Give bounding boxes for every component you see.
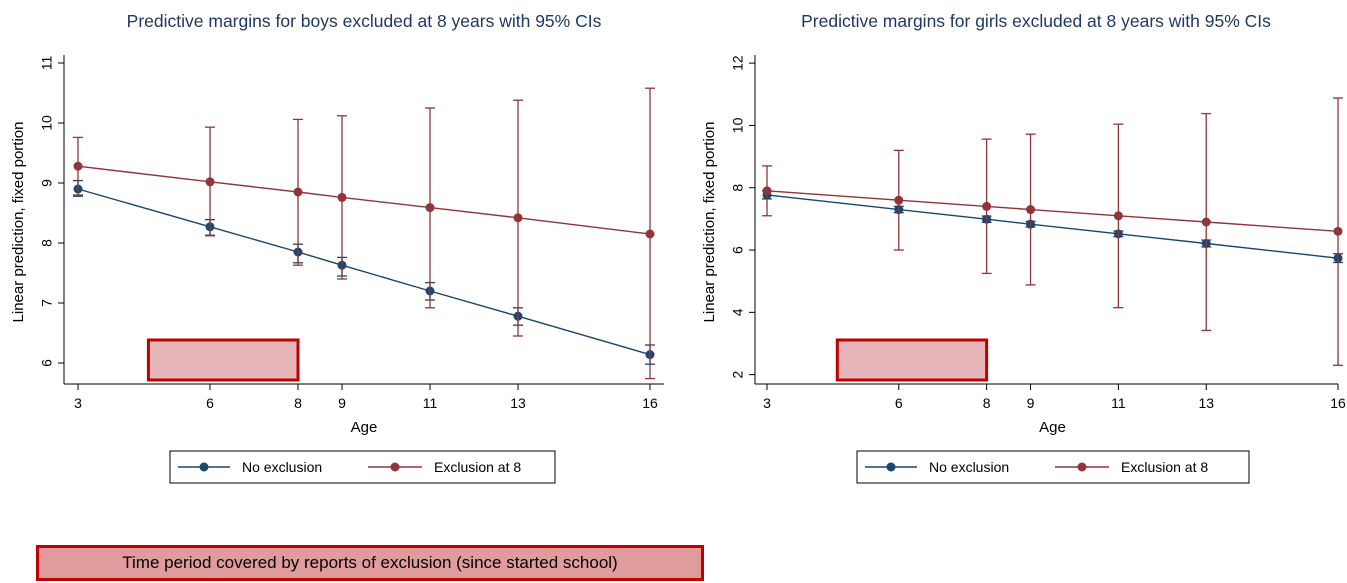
girls-x-tick-label: 13 — [1198, 395, 1214, 411]
girls-exclusion-at-8-point — [1333, 226, 1343, 236]
girls-exclusion-at-8-line — [766, 190, 1339, 233]
boys-legend-no-exclusion-swatch-marker — [199, 462, 209, 472]
chart-boys: Predictive margins for boys excluded at … — [0, 0, 672, 500]
boys-exclusion-at-8-line — [77, 165, 651, 235]
boys-legend-no-exclusion-label: No exclusion — [242, 459, 322, 475]
boys-chart-title: Predictive margins for boys excluded at … — [127, 11, 602, 31]
boys-x-tick-label: 6 — [206, 395, 214, 411]
boys-x-axis-title: Age — [351, 419, 378, 436]
exclusion-period-note-text: Time period covered by reports of exclus… — [122, 553, 618, 572]
girls-x-tick-label: 11 — [1111, 395, 1126, 411]
girls-chart-title: Predictive margins for girls excluded at… — [801, 11, 1271, 31]
boys-y-tick-label: 6 — [39, 359, 55, 367]
boys-y-axis-title: Linear prediction, fixed portion — [10, 122, 27, 323]
boys-y-tick-label: 10 — [39, 115, 55, 131]
girls-exclusion-at-8-point — [982, 201, 992, 211]
boys-x-tick-label: 8 — [294, 395, 302, 411]
boys-x-tick-label: 3 — [74, 395, 82, 411]
boys-no-exclusion-line — [77, 188, 651, 356]
boys-y-tick-label: 8 — [39, 239, 55, 247]
girls-y-tick-label: 6 — [730, 246, 746, 254]
girls-x-tick-label: 9 — [1027, 395, 1035, 411]
boys-exclusion-at-8-point — [645, 229, 655, 239]
girls-x-axis-title: Age — [1039, 419, 1066, 436]
boys-x-tick-label: 16 — [642, 395, 658, 411]
boys-exclusion-at-8-point — [337, 192, 347, 202]
girls-y-tick-label: 2 — [730, 371, 746, 379]
boys-exclusion-at-8-point — [205, 177, 215, 187]
girls-legend-no-exclusion-label: No exclusion — [929, 459, 1009, 475]
girls-y-tick-label: 4 — [730, 308, 746, 316]
boys-exclusion-at-8-point — [513, 213, 523, 223]
girls-y-tick-label: 8 — [730, 184, 746, 192]
chart-girls: Predictive margins for girls excluded at… — [672, 0, 1347, 500]
girls-exclusion-at-8-point — [1201, 217, 1211, 227]
boys-legend — [169, 450, 556, 484]
girls-legend-no-exclusion-swatch-marker — [886, 462, 896, 472]
boys-x-tick-label: 13 — [510, 395, 526, 411]
girls-x-tick-label: 16 — [1330, 395, 1346, 411]
girls-x-tick-label: 8 — [983, 395, 991, 411]
girls-exclusion-at-8-point — [894, 195, 904, 205]
girls-legend-exclusion-at-8-swatch-marker — [1077, 462, 1087, 472]
girls-legend-exclusion-at-8-label: Exclusion at 8 — [1121, 459, 1208, 475]
boys-exclusion-at-8-point — [293, 187, 303, 197]
girls-y-tick-label: 12 — [730, 55, 746, 71]
exclusion-period-note: Time period covered by reports of exclus… — [36, 545, 704, 581]
boys-legend-exclusion-at-8-swatch-marker — [390, 462, 400, 472]
boys-legend-exclusion-at-8-label: Exclusion at 8 — [434, 459, 521, 475]
girls-legend — [856, 450, 1250, 484]
girls-y-axis-title: Linear prediction, fixed portion — [701, 122, 718, 323]
boys-y-tick-label: 11 — [39, 56, 55, 71]
boys-exclusion-at-8-point — [73, 161, 83, 171]
boys-x-tick-label: 9 — [338, 395, 346, 411]
girls-exclusion-at-8-point — [1026, 205, 1036, 215]
girls-x-tick-label: 3 — [763, 395, 771, 411]
girls-no-exclusion-line — [766, 194, 1339, 259]
girls-exclusion-at-8-point — [1113, 211, 1123, 221]
girls-exclusion-at-8-point — [762, 186, 772, 196]
boys-x-tick-label: 11 — [423, 395, 438, 411]
boys-y-tick-label: 7 — [39, 299, 55, 307]
boys-exclusion-at-8-point — [425, 203, 435, 213]
chart-girls-svg: Predictive margins for girls excluded at… — [701, 11, 1346, 484]
boys-exclusion-period-box — [146, 338, 300, 382]
girls-exclusion-period-box — [835, 338, 989, 382]
girls-y-tick-label: 10 — [730, 117, 746, 133]
girls-x-tick-label: 6 — [895, 395, 903, 411]
chart-boys-svg: Predictive margins for boys excluded at … — [10, 11, 664, 484]
boys-y-tick-label: 9 — [39, 179, 55, 187]
